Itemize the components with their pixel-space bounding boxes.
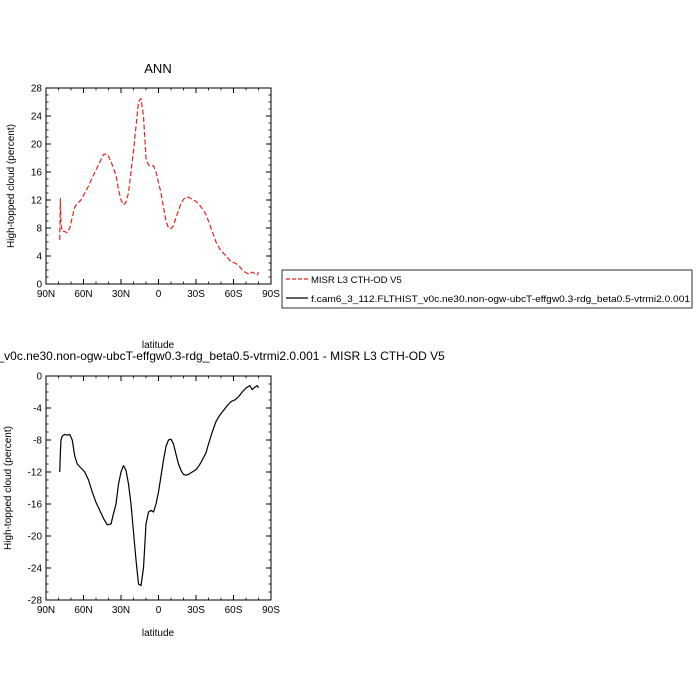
bottom-panel-x-tick-label: 90S (262, 605, 280, 616)
legend-box (281, 269, 693, 309)
bottom-panel-y-axis-label: High-topped cloud (percent) (3, 426, 14, 550)
bottom-panel-y-tick-label: -12 (28, 468, 43, 479)
top-panel-y-axis-label: High-topped cloud (percent) (6, 124, 17, 248)
legend: MISR L3 CTH-OD V5 f.cam6_3_112.FLTHIST_v… (281, 269, 693, 309)
legend-label-misr: MISR L3 CTH-OD V5 (311, 275, 402, 286)
bottom-panel-title: f.cam6_3_112.FLTHIST_v0c.ne30.non-ogw-ub… (0, 349, 445, 363)
bottom-panel-x-tick-label: 90N (37, 605, 55, 616)
top-panel-y-tick-label: 28 (31, 84, 43, 95)
top-panel-x-tick-label: 60S (225, 289, 243, 300)
bottom-panel-y-tick-label: 0 (36, 372, 42, 383)
top-panel-y-tick-label: 12 (31, 196, 43, 207)
bottom-panel-x-tick-label: 0 (156, 605, 162, 616)
top-panel-x-tick-label: 30S (187, 289, 205, 300)
bottom-panel-x-axis-label: latitude (142, 628, 175, 639)
top-panel-x-axis-label: latitude (142, 340, 175, 351)
top-panel-x-tick-label: 30N (112, 289, 130, 300)
bottom-panel-y-tick-label: -16 (28, 500, 43, 511)
bottom-panel-x-tick-label: 30N (112, 605, 130, 616)
top-panel-x-tick-label: 0 (156, 289, 162, 300)
bottom-panel-x-tick-label: 60S (225, 605, 243, 616)
bottom-panel-y-tick-label: -24 (28, 564, 43, 575)
top-panel-series-line-0 (59, 97, 260, 276)
top-panel: ANN 90N 60N 30N 0 30S 60S 90S 0 4 8 12 16 20 24 28 lat… (6, 61, 280, 351)
bottom-panel-series (59, 385, 260, 587)
top-panel-ticks: 90N 60N 30N 0 30S 60S 90S 0 4 8 12 16 20 24 28 (31, 84, 280, 301)
bottom-panel-series-line-0 (59, 385, 260, 587)
top-panel-y-tick-label: 16 (31, 168, 43, 179)
bottom-panel-y-tick-label: -28 (28, 596, 43, 607)
bottom-panel-ticks: 90N 60N 30N 0 30S 60S 90S 0 -4 -8 -12 -16 -20 -24 -28 (28, 372, 281, 617)
top-panel-x-tick-label: 90S (262, 289, 280, 300)
top-panel-x-tick-label: 60N (74, 289, 92, 300)
top-panel-y-tick-label: 4 (36, 252, 42, 263)
top-panel-y-tick-label: 8 (36, 224, 42, 235)
top-panel-series (59, 97, 260, 276)
top-panel-y-tick-label: 20 (31, 140, 43, 151)
bottom-panel: f.cam6_3_112.FLTHIST_v0c.ne30.non-ogw-ub… (0, 349, 445, 639)
top-panel-y-tick-label: 0 (36, 280, 42, 291)
legend-label-model: f.cam6_3_112.FLTHIST_v0c.ne30.non-ogw-ub… (311, 294, 690, 305)
top-panel-y-tick-label: 24 (31, 112, 43, 123)
bottom-panel-x-tick-label: 30S (187, 605, 205, 616)
bottom-panel-x-tick-label: 60N (74, 605, 92, 616)
top-panel-x-tick-label: 90N (37, 289, 55, 300)
bottom-panel-y-tick-label: -4 (33, 404, 42, 415)
top-panel-title: ANN (144, 61, 171, 76)
bottom-panel-y-tick-label: -8 (33, 436, 42, 447)
bottom-panel-y-tick-label: -20 (28, 532, 43, 543)
